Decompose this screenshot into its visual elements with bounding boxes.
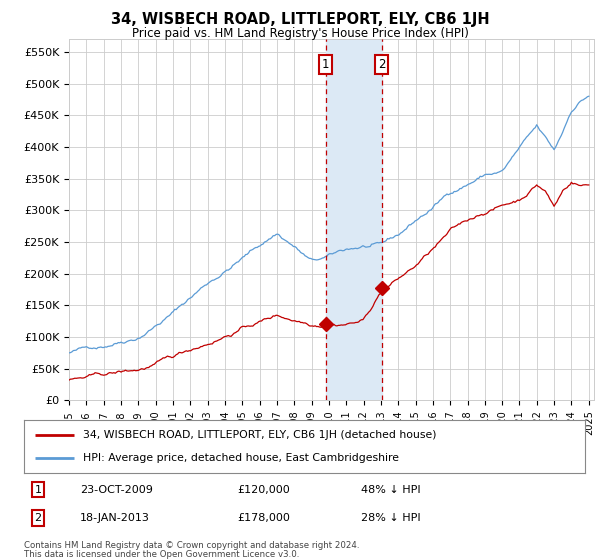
Bar xyxy=(326,39,382,400)
Text: 1: 1 xyxy=(35,485,41,494)
Text: 18-JAN-2013: 18-JAN-2013 xyxy=(80,514,150,523)
Text: 1: 1 xyxy=(322,58,329,71)
Text: This data is licensed under the Open Government Licence v3.0.: This data is licensed under the Open Gov… xyxy=(24,550,299,559)
Text: 34, WISBECH ROAD, LITTLEPORT, ELY, CB6 1JH: 34, WISBECH ROAD, LITTLEPORT, ELY, CB6 1… xyxy=(110,12,490,27)
Text: Contains HM Land Registry data © Crown copyright and database right 2024.: Contains HM Land Registry data © Crown c… xyxy=(24,541,359,550)
Text: £120,000: £120,000 xyxy=(237,485,290,494)
Text: HPI: Average price, detached house, East Cambridgeshire: HPI: Average price, detached house, East… xyxy=(83,453,399,463)
Text: 48% ↓ HPI: 48% ↓ HPI xyxy=(361,485,420,494)
Text: Price paid vs. HM Land Registry's House Price Index (HPI): Price paid vs. HM Land Registry's House … xyxy=(131,27,469,40)
Text: 34, WISBECH ROAD, LITTLEPORT, ELY, CB6 1JH (detached house): 34, WISBECH ROAD, LITTLEPORT, ELY, CB6 1… xyxy=(83,430,436,440)
Text: 2: 2 xyxy=(378,58,385,71)
Text: 2: 2 xyxy=(34,514,41,523)
Text: 23-OCT-2009: 23-OCT-2009 xyxy=(80,485,153,494)
Text: 28% ↓ HPI: 28% ↓ HPI xyxy=(361,514,420,523)
Text: £178,000: £178,000 xyxy=(237,514,290,523)
